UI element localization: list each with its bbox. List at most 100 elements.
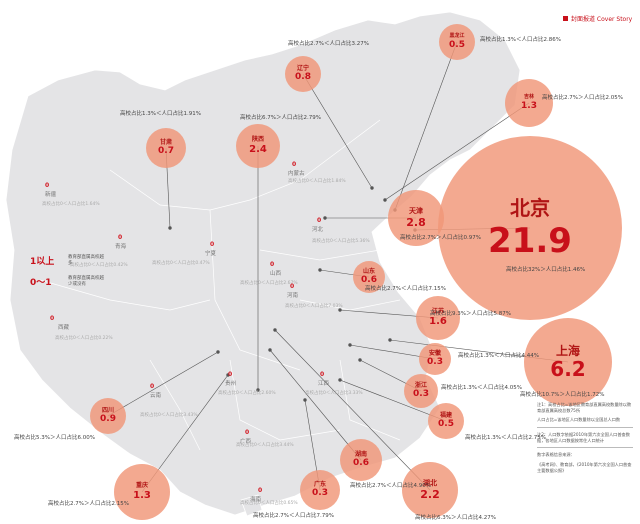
province-bubble-fujian: 福建 0.5	[428, 403, 464, 439]
leader-anchor-dot	[256, 388, 260, 392]
province-bubble-zhejiang: 浙江 0.3	[404, 374, 438, 408]
bubble-province-name: 北京	[510, 196, 550, 221]
leader-anchor-dot	[358, 358, 362, 362]
bubble-province-name: 山东	[362, 268, 375, 275]
leader-anchor-dot	[303, 398, 307, 402]
leader-anchor-dot	[388, 338, 392, 342]
province-bubble-sichuan: 四川 0.9	[90, 398, 126, 434]
province-bubble-anhui: 安徽 0.3	[419, 343, 451, 375]
province-bubble-liaoning: 辽宁 0.8	[285, 56, 321, 92]
zero-value: 0	[270, 261, 275, 268]
leader-anchor-dot	[383, 198, 387, 202]
bubble-province-name: 湖南	[354, 450, 367, 458]
province-stat-text: 高校占比6.3%＞人口占比4.27%	[415, 515, 496, 521]
bubble-ratio-value: 1.3	[521, 100, 537, 111]
province-stat-text: 高校占比2.7%＞人口占比2.05%	[542, 95, 623, 101]
province-stat-text: 高校占比0＜人口占比7.03%	[285, 304, 343, 309]
leader-anchor-dot	[268, 348, 272, 352]
province-name: 河南	[287, 293, 299, 299]
zero-value: 0	[150, 383, 155, 390]
province-bubble-jiangsu: 江苏 1.6	[416, 296, 460, 340]
note-text: 《高考网》、教育部，《2010年第六次全国人口普查主要数据公报》	[537, 462, 632, 473]
header-mark-icon	[563, 16, 568, 21]
province-stat-text: 高校占比0＜人口占比3.33%	[305, 391, 363, 396]
province-stat-text: 高校占比0＜人口占比3.43%	[140, 413, 198, 418]
leader-anchor-dot	[226, 373, 230, 377]
bubble-ratio-value: 1.3	[133, 489, 151, 501]
leader-anchor-dot	[273, 328, 277, 332]
bubble-province-name: 上海	[555, 343, 580, 358]
province-bubble-heilongjiang: 黑龙江 0.5	[439, 24, 475, 60]
province-stat-text: 高校占比32%＞人口占比1.46%	[506, 267, 586, 273]
bubble-province-name: 陕西	[251, 136, 264, 144]
zero-value: 0	[290, 283, 295, 290]
province-name: 河北	[312, 227, 324, 233]
province-name: 云南	[150, 393, 162, 399]
header-text: 封面报道 Cover Story	[571, 16, 633, 23]
bubble-ratio-value: 6.2	[550, 357, 586, 382]
province-stat-text: 高校占比10.7%＞人口占比1.72%	[520, 392, 605, 398]
bubble-province-name: 湖北	[423, 479, 437, 488]
bubble-province-name: 吉林	[523, 94, 534, 101]
bubble-ratio-value: 0.3	[312, 488, 328, 499]
bubble-ratio-value: 0.6	[361, 275, 377, 285]
province-name: 青海	[115, 244, 127, 250]
legend-text: 教育部直属高校越多	[68, 255, 104, 266]
legend-value: 0～1	[30, 278, 52, 288]
bubble-ratio-value: 0.3	[427, 357, 443, 367]
province-name: 西藏	[58, 325, 70, 331]
province-stat-text: 高校占比0＜人口占比0.42%	[70, 263, 128, 268]
legend-text: 教育部直属高校越少或没有	[68, 276, 104, 287]
bubble-ratio-value: 1.6	[429, 315, 447, 327]
zero-value: 0	[118, 234, 123, 241]
zero-value: 0	[45, 182, 50, 189]
bubble-ratio-value: 2.8	[406, 215, 426, 229]
province-stat-text: 高校占比2.7%＜人口占比7.79%	[253, 513, 334, 519]
leader-lines	[107, 41, 569, 493]
leader-anchor-dot	[216, 350, 220, 354]
legend-row: 1以上 教育部直属高校越多	[30, 254, 108, 267]
zero-value: 0	[320, 371, 325, 378]
bubble-province-name: 福建	[439, 411, 452, 419]
province-stat-text: 高校占比0＜人口占比3.44%	[236, 443, 294, 448]
province-bubble-hubei: 湖北 2.2	[402, 462, 458, 518]
zero-value: 0	[50, 315, 55, 322]
province-stat-text: 高校占比5.3%＞人口占比6.00%	[14, 435, 95, 441]
province-bubble-chongqing: 重庆 1.3	[114, 464, 170, 520]
province-stat-text: 高校占比2.7%＜人口占比7.15%	[365, 286, 446, 292]
province-bubble-beijing: 北京 21.9	[438, 136, 622, 320]
bubble-ratio-value: 0.8	[295, 72, 311, 83]
bubble-ratio-value: 0.5	[449, 39, 465, 50]
legend: 1以上 教育部直属高校越多 0～1 教育部直属高校越少或没有	[30, 254, 108, 296]
bubble-province-name: 重庆	[135, 482, 148, 490]
province-stat-text: 高校占比1.3%＜人口占比4.44%	[458, 353, 539, 359]
province-borders	[39, 119, 401, 451]
note-text: 数字表格信息来源：	[537, 452, 575, 458]
province-bubble-neimenggu: 陕西 2.4	[236, 124, 280, 168]
province-stat-text: 高校占比0＜人口占比0.22%	[55, 336, 113, 341]
bubble-province-name: 四川	[101, 406, 114, 414]
province-stat-text: 高校占比1.3%＜人口占比4.05%	[441, 385, 522, 391]
province-stat-text: 高校占比0＜人口占比2.60%	[218, 391, 276, 396]
leader-anchor-dot	[370, 186, 374, 190]
province-name: 山西	[270, 271, 282, 277]
zero-value: 0	[228, 371, 233, 378]
bubble-ratio-value: 0.9	[100, 414, 116, 425]
leader-line	[302, 73, 373, 189]
leader-line	[274, 329, 431, 491]
province-stat-text: 高校占比6.7%＞人口占比2.79%	[240, 115, 321, 121]
province-stat-text: 高校占比0＜人口占比1.84%	[288, 179, 346, 184]
leader-anchor-dot	[318, 268, 322, 272]
province-name: 广西	[240, 439, 252, 445]
province-stat-text: 高校占比2.7%＜人口占比4.90%	[350, 483, 431, 489]
leader-anchor-dot	[338, 378, 342, 382]
bubble-province-name: 安徽	[428, 350, 441, 357]
note-text: 人口占比=该地区人口数量除以全国总人口数	[537, 417, 621, 423]
province-bubble-jilin: 吉林 1.3	[505, 79, 553, 127]
leader-anchor-dot	[323, 216, 327, 220]
legend-value: 1以上	[30, 257, 55, 267]
note-text: 注2：人口数字依据2010年第六次全国人口普查数据，各地区人口数据按常住人口统计	[537, 432, 630, 443]
divider	[537, 427, 633, 429]
province-stat-text: 高校占比0＜人口占比0.65%	[240, 501, 298, 506]
